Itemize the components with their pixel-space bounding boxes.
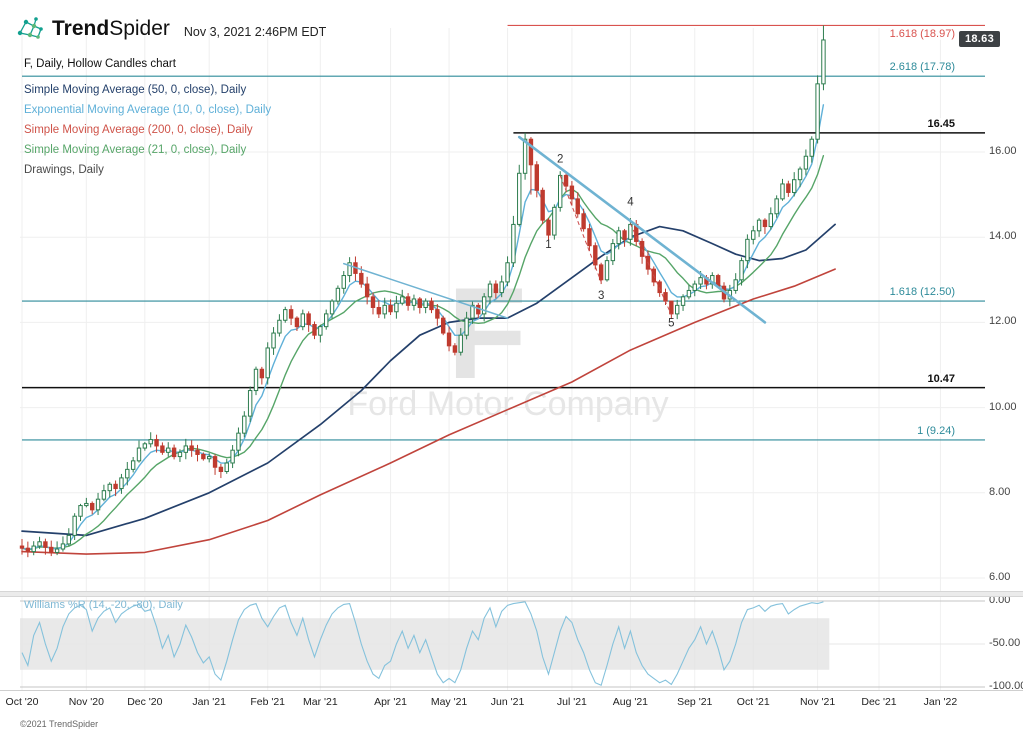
- wave-dashed-line[interactable]: [629, 223, 672, 315]
- legend-item[interactable]: Drawings, Daily: [24, 164, 104, 176]
- wave-label[interactable]: 4: [627, 196, 634, 208]
- x-axis-label: Dec '21: [861, 696, 897, 708]
- x-axis-label: Jan '22: [923, 696, 958, 708]
- level-label: 1.618 (12.50): [887, 286, 957, 299]
- x-axis-label: Jun '21: [490, 696, 525, 708]
- level-label: 2.618 (17.78): [887, 61, 957, 74]
- x-axis-label: Apr '21: [374, 696, 408, 708]
- trendspider-logo[interactable]: TrendSpider: [16, 16, 170, 42]
- legend-items: Simple Moving Average (50, 0, close), Da…: [24, 80, 271, 180]
- x-axis-label: Feb '21: [250, 696, 286, 708]
- indicator-axis-label: 0.00: [989, 594, 1011, 606]
- brand-name: TrendSpider: [52, 17, 170, 41]
- sma21-line[interactable]: [21, 155, 825, 551]
- x-axis-label: Nov '20: [68, 696, 104, 708]
- price-axis-label: 10.00: [989, 400, 1017, 413]
- drawings[interactable]: 1 2 3 4 5: [343, 135, 767, 330]
- level-label: 10.47: [925, 372, 957, 385]
- brand-name-bold: Trend: [52, 17, 110, 40]
- app-header: TrendSpider Nov 3, 2021 2:46PM EDT: [16, 16, 326, 42]
- legend-item[interactable]: Simple Moving Average (50, 0, close), Da…: [24, 84, 247, 96]
- chart-timestamp: Nov 3, 2021 2:46PM EDT: [183, 24, 327, 39]
- sma50-line[interactable]: [21, 223, 836, 537]
- x-axis-label: Oct '20: [5, 696, 39, 708]
- trendline[interactable]: [343, 262, 509, 319]
- chart-legend: F, Daily, Hollow Candles chart Simple Mo…: [24, 58, 271, 180]
- x-axis-label: Sep '21: [677, 696, 713, 708]
- x-axis-label: Dec '20: [127, 696, 163, 708]
- price-axis-label: 12.00: [989, 315, 1017, 328]
- price-axis-label: 16.00: [989, 145, 1017, 157]
- legend-item[interactable]: Simple Moving Average (200, 0, close), D…: [24, 124, 253, 136]
- level-label: 1 (9.24): [915, 424, 957, 437]
- wave-label[interactable]: 2: [557, 154, 563, 166]
- x-axis-label: Jul '21: [556, 696, 587, 708]
- last-price-badge: 18.63: [958, 30, 1000, 47]
- level-label: 1.618 (18.97): [887, 28, 957, 41]
- x-axis-label: Nov '21: [799, 696, 836, 708]
- spider-web-icon: [17, 17, 43, 39]
- sma200-line[interactable]: [21, 268, 836, 555]
- williams-r-panel: [20, 600, 985, 688]
- x-axis-label: Oct '21: [736, 696, 770, 708]
- williams-r-label[interactable]: Williams %R (14, -20, -80), Daily: [24, 599, 183, 611]
- wave-label[interactable]: 5: [668, 318, 674, 330]
- indicator-axis-label: -100.00: [989, 680, 1023, 692]
- legend-item[interactable]: Exponential Moving Average (10, 0, close…: [24, 104, 272, 116]
- x-axis-label: May '21: [430, 696, 468, 708]
- price-axis-label: 14.00: [989, 230, 1017, 243]
- price-axis-label: 8.00: [989, 485, 1011, 498]
- legend-item[interactable]: Simple Moving Average (21, 0, close), Da…: [24, 144, 247, 156]
- x-axis-label: Mar '21: [303, 696, 338, 708]
- trendline[interactable]: [517, 135, 767, 324]
- x-axis-label: Jan '21: [192, 696, 226, 708]
- indicator-axis-label: -50.00: [989, 637, 1021, 649]
- level-label: 16.45: [925, 117, 957, 130]
- williams-r-line: [21, 601, 824, 687]
- x-axis-label: Aug '21: [612, 696, 649, 708]
- wave-dashed-line[interactable]: [559, 175, 602, 283]
- candles: [19, 25, 826, 558]
- chart-title: F, Daily, Hollow Candles chart: [24, 58, 176, 70]
- price-axis-label: 6.00: [989, 571, 1011, 583]
- wave-label[interactable]: 1: [545, 239, 551, 251]
- brand-name-light: Spider: [109, 17, 170, 40]
- panel-divider[interactable]: [0, 591, 1023, 597]
- copyright: ©2021 TrendSpider: [20, 719, 99, 729]
- watermark-name: Ford Motor Company: [347, 385, 668, 423]
- wave-label[interactable]: 3: [598, 290, 604, 302]
